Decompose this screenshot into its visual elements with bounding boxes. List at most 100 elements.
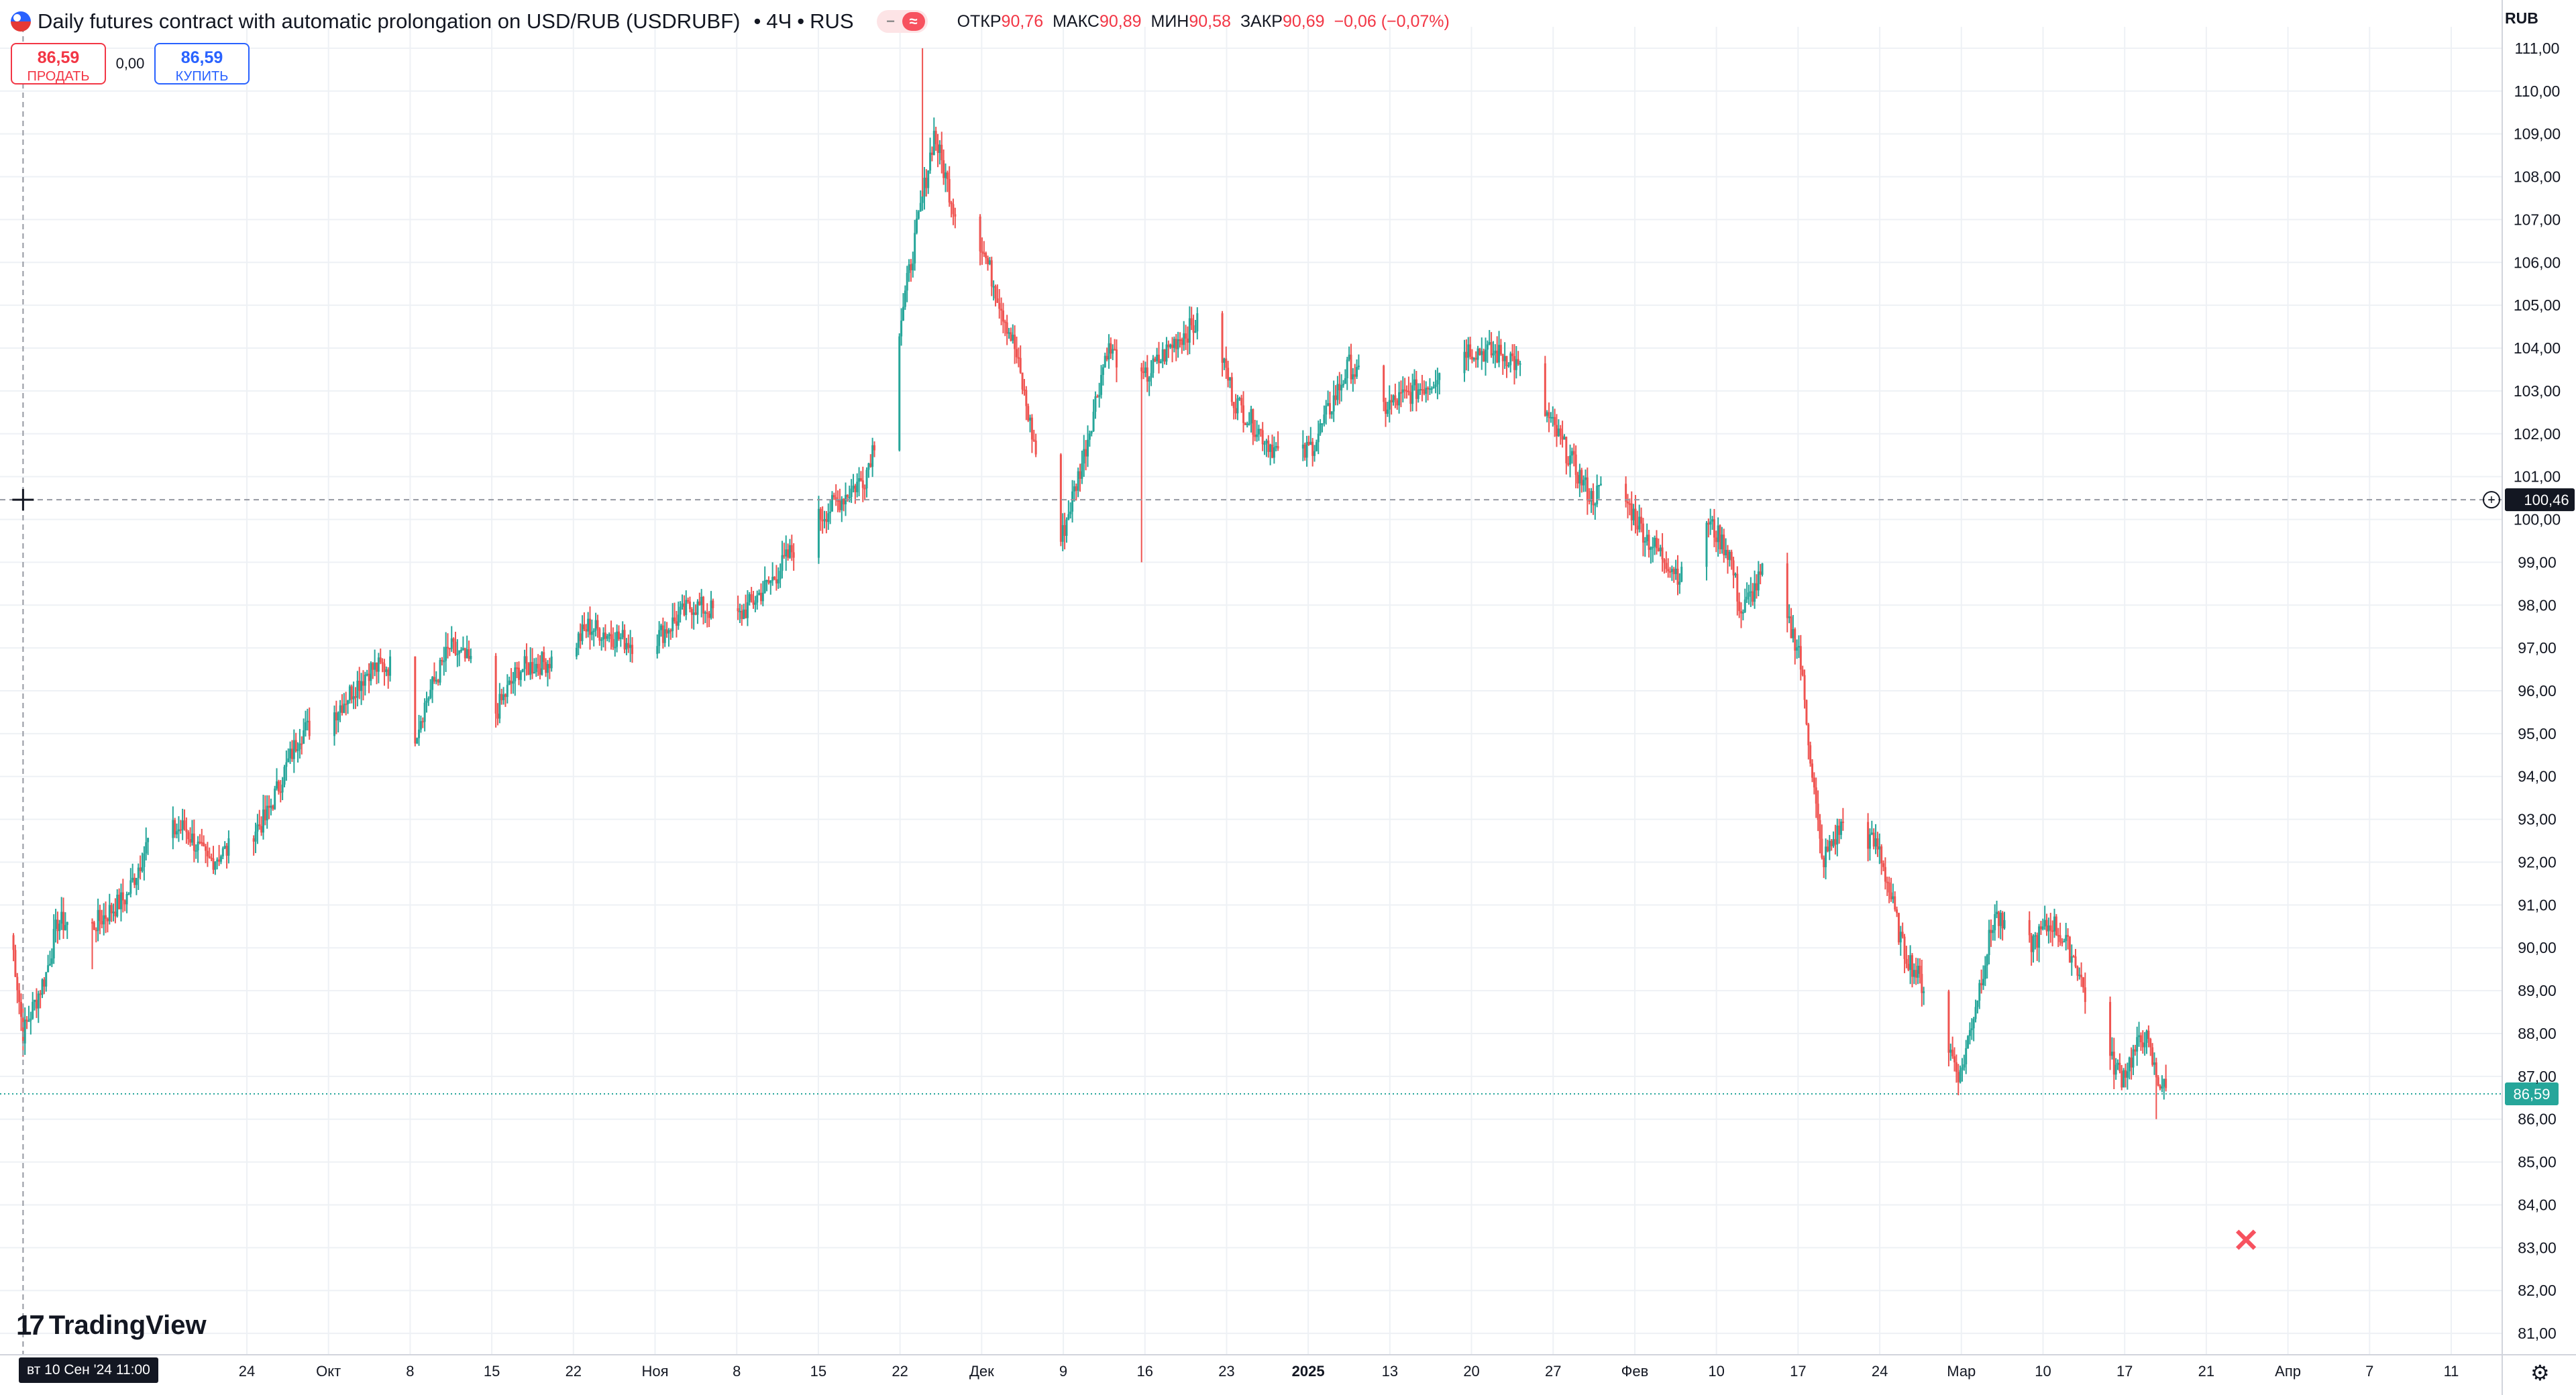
candle-body <box>1513 355 1515 370</box>
candle-body <box>1465 351 1468 358</box>
minus-icon[interactable]: − <box>886 13 895 30</box>
settings-gear-icon[interactable]: ⚙ <box>2530 1361 2550 1385</box>
candle-body <box>663 629 666 643</box>
candle-body <box>1625 484 1627 502</box>
candle-body <box>1063 524 1066 536</box>
candle-body <box>1012 335 1014 341</box>
candle-body <box>631 645 634 655</box>
candle-body <box>1823 857 1825 868</box>
sell-button[interactable]: 86,59 ПРОДАТЬ <box>11 43 106 85</box>
candle-body <box>1336 384 1339 400</box>
chart-header: Daily futures contract with automatic pr… <box>11 7 1450 36</box>
candle-body <box>1759 571 1762 575</box>
candle-body <box>2124 1070 2127 1078</box>
candle-body <box>1002 310 1004 322</box>
candle-body <box>219 856 222 862</box>
candle-body <box>1505 355 1508 366</box>
candle-body <box>821 520 824 522</box>
candle-body <box>592 630 595 632</box>
candle-body <box>370 663 372 681</box>
candle-body <box>1815 787 1817 804</box>
price-tick-label: 82,00 <box>2518 1282 2557 1299</box>
indicator-toggle[interactable]: − ≈ <box>876 10 928 33</box>
candle-body <box>2084 987 2086 1002</box>
candle-body <box>1319 423 1322 434</box>
candle-body <box>598 628 601 641</box>
candle-body <box>1748 592 1750 597</box>
candle-body <box>2067 935 2070 937</box>
candle-body <box>1223 358 1226 363</box>
price-tick-label: 84,00 <box>2518 1196 2557 1213</box>
candle-body <box>610 634 612 639</box>
candle-body <box>256 824 259 832</box>
candle-body <box>2053 916 2055 932</box>
candle-body <box>681 603 684 607</box>
candle-body <box>1913 970 1915 977</box>
candle-body <box>1273 447 1275 458</box>
candle-body <box>1654 537 1656 547</box>
candle-body <box>950 202 953 205</box>
candle-body <box>783 555 786 557</box>
date-tick-label: 23 <box>1218 1363 1234 1380</box>
approx-icon[interactable]: ≈ <box>902 12 925 31</box>
price-tick-label: 99,00 <box>2518 553 2557 571</box>
currency-selector[interactable]: RUB <box>2505 9 2538 27</box>
candle-body <box>1992 930 1994 934</box>
candle-body <box>1726 549 1729 560</box>
candle-body <box>1098 394 1101 397</box>
candle-body <box>1757 571 1760 591</box>
candle-body <box>679 606 682 615</box>
price-tick-label: 95,00 <box>2518 725 2557 742</box>
candle-body <box>917 211 920 219</box>
candle-body <box>1728 551 1731 560</box>
price-tick-label: 100,00 <box>2514 511 2561 528</box>
candle-body <box>1559 428 1562 436</box>
candle-body <box>435 679 437 682</box>
candle-body <box>1179 339 1181 341</box>
candle-body <box>47 965 50 972</box>
candle-body <box>1807 724 1810 746</box>
candle-body <box>206 850 209 856</box>
candle-body <box>1269 444 1272 452</box>
candle-body <box>773 577 776 579</box>
brand-name: TradingView <box>48 1310 207 1340</box>
candle-body <box>608 634 610 636</box>
trade-panel: 86,59 ПРОДАТЬ 0,00 86,59 КУПИТЬ <box>11 43 250 85</box>
candle-body <box>983 252 985 254</box>
candle-body <box>1032 439 1035 441</box>
candle-body <box>1067 514 1070 520</box>
crosshair-price-label: 100,46 <box>2524 492 2569 508</box>
candle-body <box>952 204 955 215</box>
candle-body <box>1436 380 1439 385</box>
candle-body <box>587 618 590 632</box>
candle-body <box>281 784 284 793</box>
candle-body <box>1023 389 1026 391</box>
candle-body <box>2123 1070 2125 1088</box>
candle-body <box>1955 1062 1957 1072</box>
candle-body <box>20 1001 23 1017</box>
date-tick-label: 22 <box>892 1363 908 1380</box>
candle-body <box>1663 559 1666 563</box>
candle-body <box>508 680 511 685</box>
candle-body <box>527 663 530 675</box>
date-tick-label: Фев <box>1621 1363 1649 1380</box>
candle-body <box>374 663 376 670</box>
candle-body <box>1574 454 1577 476</box>
candle-body <box>1897 913 1900 943</box>
candle-body <box>347 700 350 705</box>
candle-body <box>203 842 205 846</box>
candle-body <box>1190 318 1193 325</box>
symbol-title[interactable]: Daily futures contract with automatic pr… <box>38 9 741 33</box>
candle-body <box>1096 396 1099 398</box>
interval-label[interactable]: 4Ч <box>766 9 792 33</box>
candle-body <box>376 663 378 672</box>
candle-body <box>514 667 517 681</box>
candle-body <box>106 918 109 922</box>
price-tick-label: 91,00 <box>2518 896 2557 913</box>
candle-body <box>1738 601 1741 612</box>
candle-body <box>1263 443 1266 445</box>
candle-body <box>276 781 278 789</box>
close-marker-icon[interactable]: ✕ <box>2233 1223 2260 1259</box>
buy-button[interactable]: 86,59 КУПИТЬ <box>154 43 250 85</box>
